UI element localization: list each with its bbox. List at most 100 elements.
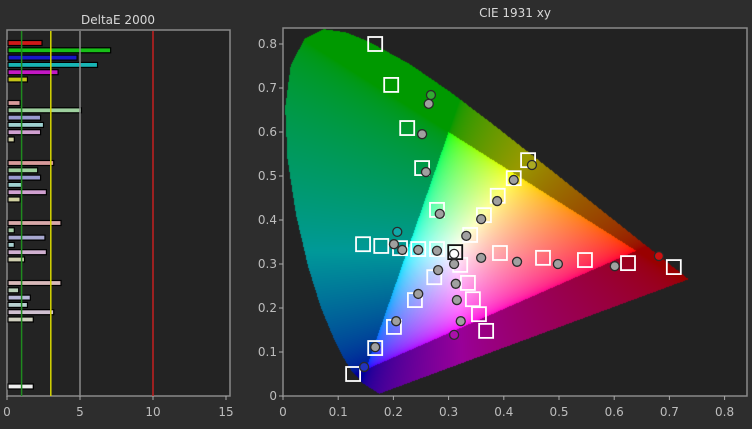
y-tick-label: 0	[269, 389, 277, 403]
target-square	[460, 275, 476, 291]
target-square	[355, 236, 371, 253]
y-tick-label: 0.7	[258, 81, 277, 95]
measured-point	[448, 258, 460, 270]
deltae-bar-chart: 0 5 10 15	[3, 29, 234, 419]
measured-point	[451, 294, 463, 306]
deltae-bar	[7, 219, 62, 227]
measured-point	[448, 329, 460, 340]
deltae-bar	[7, 47, 112, 54]
target-square	[471, 306, 487, 323]
deltae-bar	[7, 129, 42, 136]
y-tick-label: 0.5	[258, 169, 277, 183]
deltae-bar	[7, 99, 21, 107]
deltae-bar	[7, 114, 42, 121]
y-tick-label: 0.3	[258, 257, 277, 271]
x-tick-label: 10	[145, 405, 160, 419]
target-square	[535, 249, 551, 266]
measured-point	[476, 252, 487, 263]
target-square	[620, 255, 636, 272]
deltae-bar	[7, 189, 48, 196]
deltae-bar	[7, 234, 46, 241]
measured-point	[432, 265, 444, 276]
x-tick-label: 0.8	[715, 405, 734, 419]
deltae-bar	[7, 279, 62, 287]
deltae-bar	[7, 316, 34, 323]
deltae-bar	[7, 136, 15, 143]
measured-point	[434, 208, 445, 219]
deltae-bar	[7, 54, 78, 61]
target-square	[383, 77, 400, 93]
deltae-bar	[7, 69, 59, 76]
deltae-bar	[7, 383, 34, 390]
y-tick-label: 0.1	[258, 345, 277, 359]
deltae-bar	[7, 287, 20, 294]
measured-point	[492, 195, 503, 207]
deltae-bar	[7, 174, 42, 181]
target-square	[373, 238, 390, 254]
deltae-bar	[7, 256, 26, 263]
deltae-bar	[7, 167, 39, 174]
deltae-bar	[7, 159, 55, 167]
measured-point	[508, 174, 519, 186]
target-square	[505, 170, 522, 187]
target-square	[345, 366, 362, 382]
y-tick-label: 0.4	[258, 213, 277, 227]
measured-point	[431, 245, 443, 256]
target-square	[399, 120, 416, 136]
target-square	[665, 259, 682, 275]
deltae-plot-area	[6, 29, 231, 397]
x-tick-label: 0.6	[605, 405, 624, 419]
x-tick-label: 15	[218, 405, 233, 419]
measured-point	[397, 244, 408, 256]
deltae-bar	[7, 196, 21, 203]
measured-point	[511, 256, 523, 267]
target-square	[492, 245, 508, 261]
x-tick-label: 0.5	[549, 405, 568, 419]
measured-point	[416, 129, 428, 140]
target-square	[429, 241, 445, 257]
deltae-bar	[7, 294, 31, 301]
white-point-measured	[448, 248, 460, 260]
measured-point	[476, 213, 487, 225]
deltae-bar	[7, 121, 45, 129]
measured-point	[423, 98, 434, 109]
cie-title: CIE 1931 xy	[479, 6, 551, 20]
x-tick-label: 0.4	[494, 405, 513, 419]
measured-point	[413, 244, 424, 256]
measured-point	[392, 226, 403, 238]
x-tick-label: 5	[76, 405, 84, 419]
measured-point	[391, 316, 402, 327]
deltae-bar	[7, 241, 15, 248]
deltae-bar	[7, 39, 43, 47]
measured-point	[425, 89, 437, 101]
measured-point	[552, 258, 564, 270]
measured-point	[609, 261, 620, 272]
cie-plot-area	[282, 27, 748, 397]
deltae-bar	[7, 181, 23, 188]
deltae-bar	[7, 76, 29, 83]
deltae-bar	[7, 309, 55, 316]
deltae-title: DeltaE 2000	[81, 13, 155, 27]
cie-gamut-fill	[283, 28, 747, 396]
measured-point	[420, 166, 432, 178]
x-tick-label: 0.1	[329, 405, 348, 419]
deltae-bar	[7, 107, 83, 114]
cie-xy-chart: 0 0.1 0.2 0.3 0.4 0.5 0.6 0.7 0.8 0 0.1 0.2 0.3 0.4 0.…	[258, 27, 748, 419]
x-tick-label: 0.2	[384, 405, 403, 419]
deltae-bar	[7, 227, 15, 234]
measured-point	[455, 316, 466, 327]
x-tick-label: 0.3	[439, 405, 458, 419]
measured-point	[370, 342, 381, 353]
y-tick-label: 0.6	[258, 125, 277, 139]
measured-point	[388, 239, 400, 250]
measured-point	[413, 288, 424, 300]
x-tick-label: 0.7	[660, 405, 679, 419]
x-tick-label: 0	[3, 405, 11, 419]
y-tick-label: 0.8	[258, 37, 277, 51]
y-tick-label: 0.2	[258, 301, 277, 315]
deltae-bar	[7, 61, 99, 69]
target-square	[367, 340, 384, 356]
target-square	[577, 252, 593, 268]
